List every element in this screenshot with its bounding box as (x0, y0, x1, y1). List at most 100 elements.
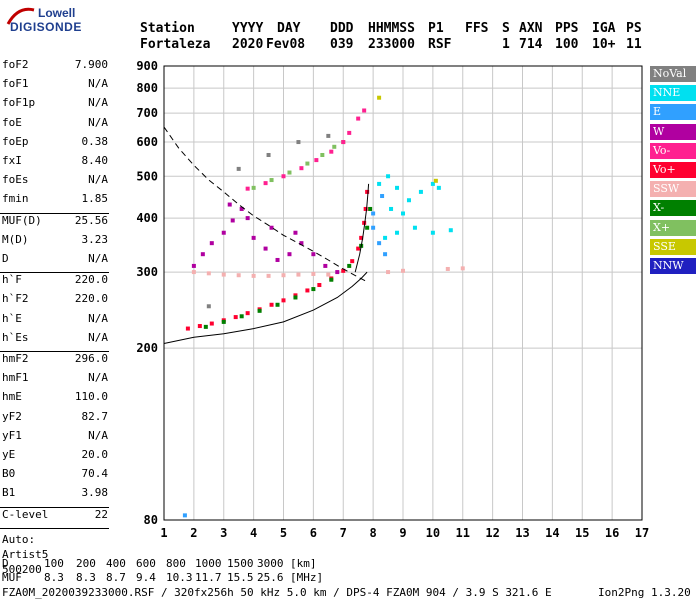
data-point (433, 178, 438, 183)
header-label: PPS (555, 21, 579, 36)
data-point (371, 211, 376, 216)
param-key: B0 (2, 467, 16, 481)
header-label: YYYY (232, 21, 264, 36)
data-point (275, 302, 280, 307)
param-row: M(D) 3.23 (2, 233, 108, 249)
data-point (266, 273, 271, 278)
data-point (359, 235, 364, 240)
data-point (383, 252, 388, 257)
data-point (233, 315, 238, 320)
autoscale-note: 500200 (2, 562, 42, 576)
header-label: FFS (465, 21, 489, 36)
data-point (311, 287, 316, 292)
data-point (206, 304, 211, 309)
param-row: foEp 0.38 (2, 135, 108, 151)
param-key: M(D) (2, 232, 29, 246)
x-tick-label: 10 (426, 526, 440, 540)
legend-item: W (650, 123, 696, 140)
x-tick-label: 12 (485, 526, 499, 540)
param-row: yF2 82.7 (2, 410, 108, 426)
param-value: 0.38 (81, 134, 109, 148)
param-key: fxI (2, 154, 22, 167)
data-point (350, 259, 355, 264)
param-key: h`E (2, 311, 22, 325)
data-point (269, 302, 274, 307)
param-value: 22 (94, 507, 108, 521)
param-value: N/A (88, 252, 108, 265)
x-tick-label: 7 (340, 526, 347, 540)
param-value: 82.7 (81, 409, 109, 423)
param-value: 1.85 (81, 192, 109, 206)
footer-muf-value: 11.7 (195, 571, 222, 584)
data-point (245, 311, 250, 316)
y-tick-label: 80 (144, 513, 158, 527)
param-key: foF2 (2, 58, 29, 71)
y-tick-label: 800 (136, 81, 158, 95)
param-key: h`F (2, 273, 22, 287)
data-point (368, 206, 373, 211)
param-row: hmF1 N/A (2, 371, 108, 387)
header-label: DAY (277, 21, 301, 36)
footer-muf-value: 10.3 (166, 571, 193, 584)
data-point (269, 178, 274, 183)
header-label: AXN (519, 21, 543, 36)
param-separator (0, 272, 109, 274)
footer-info: FZA0M_2020039233000.RSF / 320fx256h 50 k… (2, 586, 552, 599)
legend-item: X- (650, 200, 696, 217)
param-separator (0, 351, 109, 352)
header-label: Station (140, 21, 195, 36)
data-point (230, 218, 235, 223)
data-point (191, 270, 196, 275)
param-value: N/A (88, 428, 108, 442)
data-point (320, 152, 325, 157)
x-tick-label: 13 (515, 526, 529, 540)
param-row: yF1 N/A (2, 429, 108, 445)
logo-line1: Lowell (38, 6, 76, 20)
param-key: D (2, 252, 9, 265)
param-value: N/A (88, 330, 108, 344)
param-value: N/A (88, 371, 108, 385)
param-key: C-level (2, 507, 49, 521)
data-point (209, 241, 214, 246)
autoscale-note: Artist5 (2, 547, 49, 561)
x-tick-label: 16 (605, 526, 619, 540)
data-point (182, 513, 187, 518)
header-label: S (502, 21, 510, 36)
param-key: MUF(D) (2, 213, 42, 227)
y-tick-label: 700 (136, 106, 158, 120)
footer-d-label: D (2, 557, 9, 570)
data-point (200, 252, 205, 257)
autoscale-note: Auto: (2, 532, 36, 546)
param-row: h`E N/A (2, 312, 108, 328)
param-row: D N/A (2, 252, 108, 268)
y-tick-label: 900 (136, 59, 158, 73)
profile-line (163, 271, 368, 344)
param-value: 70.4 (81, 467, 109, 481)
param-row: h`F 220.0 (2, 273, 108, 289)
data-point (275, 257, 280, 262)
footer-d-value: 1000 (195, 557, 222, 570)
data-point (221, 230, 226, 235)
data-point (445, 266, 450, 271)
data-point (430, 181, 435, 186)
data-point (418, 189, 423, 194)
x-tick-label: 8 (370, 526, 377, 540)
param-key: yE (2, 448, 16, 461)
param-row: yE 20.0 (2, 448, 108, 464)
footer-muf-value: 25.6 (257, 571, 284, 584)
data-point (296, 272, 301, 277)
plot-frame (163, 65, 643, 521)
param-key: foE (2, 115, 22, 129)
header-value: Fev08 (266, 37, 306, 52)
data-point (203, 324, 208, 329)
data-point (341, 140, 346, 145)
data-point (221, 272, 226, 277)
param-value: 110.0 (74, 390, 108, 404)
data-point (406, 198, 411, 203)
data-point (311, 271, 316, 276)
y-tick-label: 200 (136, 341, 158, 355)
header-value: 233000 (368, 37, 415, 52)
data-point (326, 133, 331, 138)
header-value: 714 (519, 37, 543, 52)
